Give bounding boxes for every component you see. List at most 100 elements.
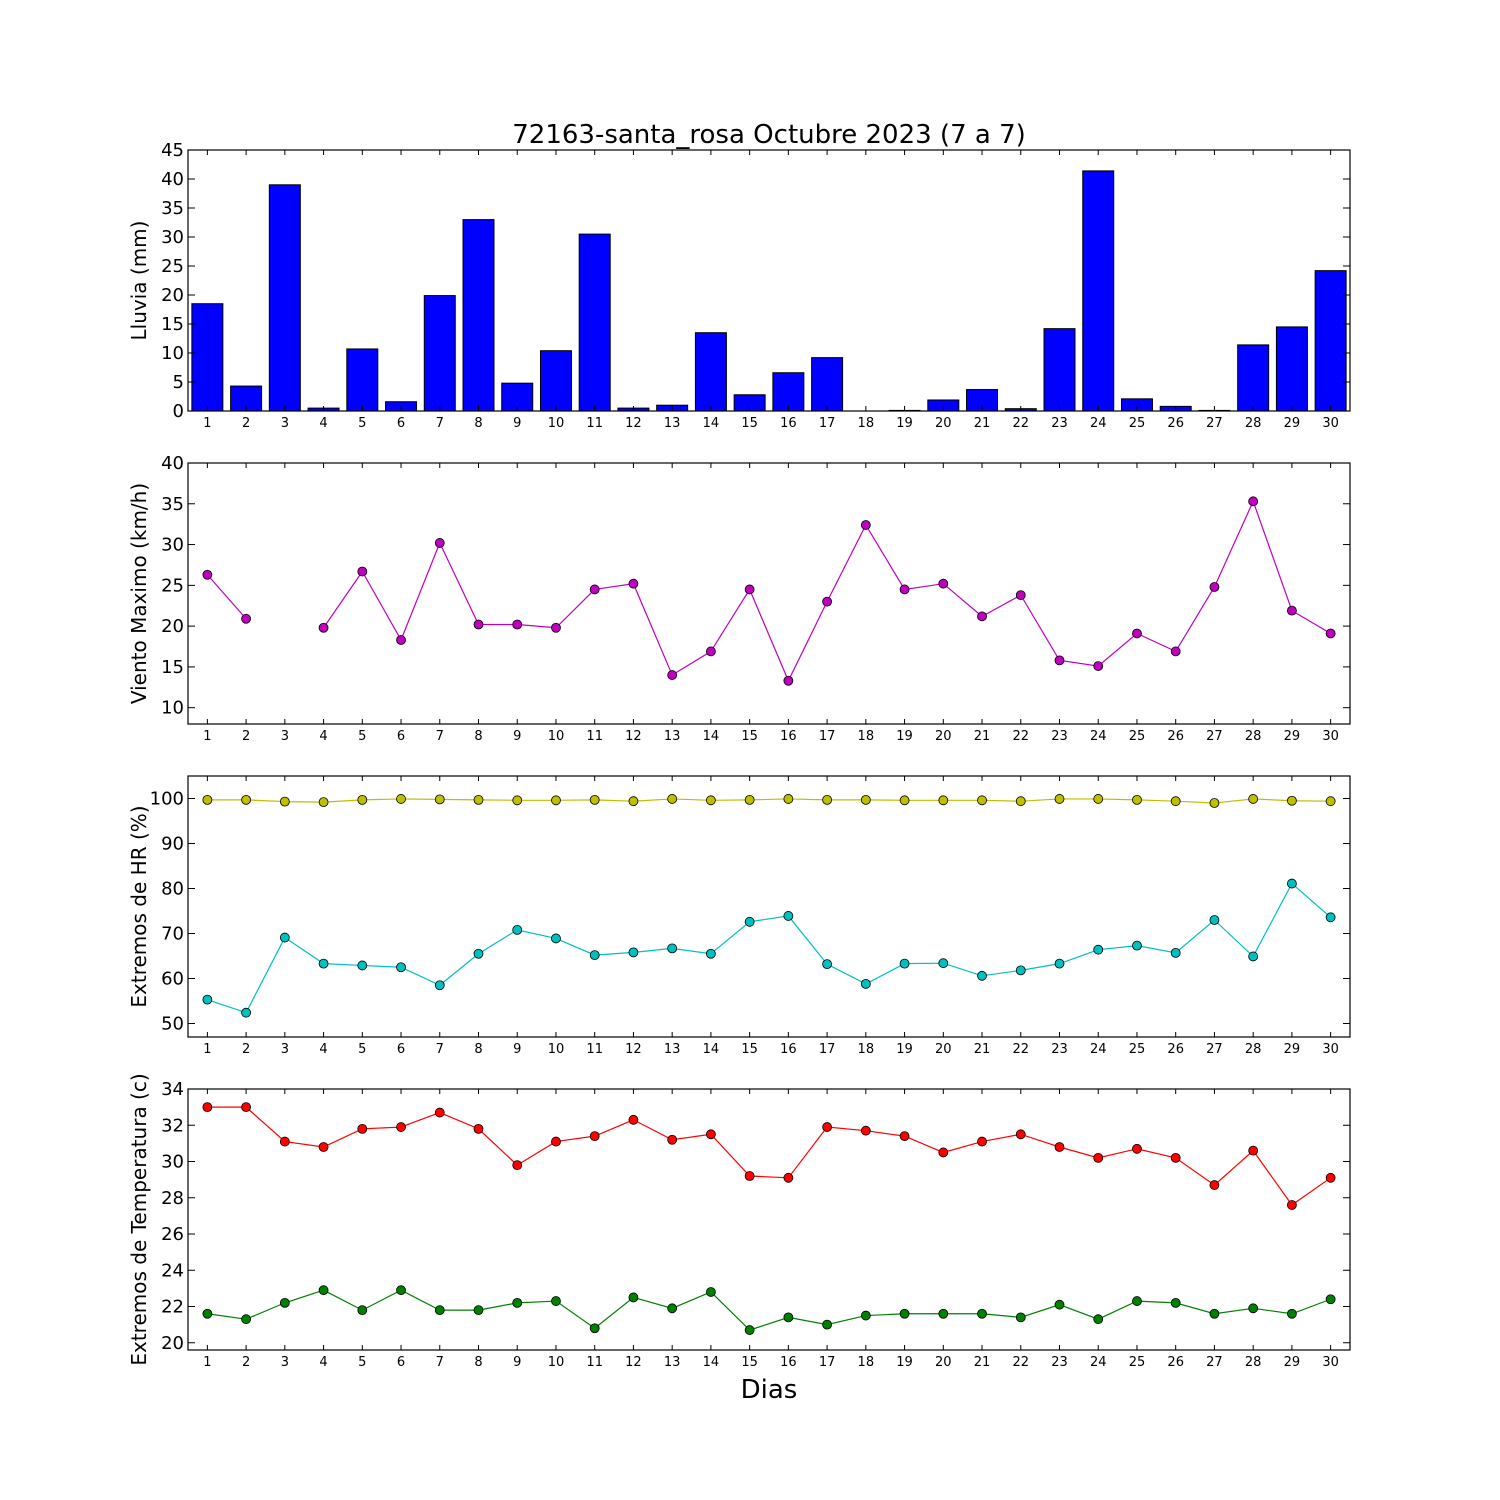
series-1-point-day-15 — [744, 1171, 755, 1181]
series-2-point-day-20 — [938, 958, 949, 969]
x-tick-label: 14 — [703, 729, 720, 744]
series-1-point-day-16 — [783, 1172, 794, 1183]
y-tick-label: 26 — [161, 1224, 184, 1245]
x-tick-label: 25 — [1129, 729, 1146, 744]
series-1-point-day-2 — [241, 1102, 252, 1113]
series-1-point-day-6 — [396, 635, 406, 645]
y-tick-label: 20 — [161, 1333, 184, 1354]
x-tick-label: 19 — [896, 416, 913, 431]
panel-1-y-axis-label: Lluvia (mm) — [127, 221, 151, 341]
series-1-point-day-29 — [1287, 605, 1297, 616]
x-tick-label: 3 — [281, 1042, 289, 1057]
series-1-point-day-13 — [667, 794, 678, 804]
series-1-point-day-24 — [1093, 794, 1104, 804]
x-tick-label: 29 — [1284, 416, 1301, 431]
series-1-point-day-1 — [202, 1102, 213, 1113]
series-2-point-day-24 — [1093, 1314, 1104, 1325]
y-tick-label: 40 — [161, 169, 184, 190]
series-2-point-day-27 — [1209, 1308, 1220, 1319]
series-2-point-day-13 — [667, 1303, 678, 1314]
series-1-point-day-4 — [318, 797, 329, 807]
x-tick-label: 9 — [513, 416, 521, 431]
series-1-point-day-7 — [434, 794, 445, 805]
x-tick-label: 10 — [548, 1355, 565, 1370]
x-tick-label: 22 — [1012, 1355, 1029, 1370]
series-1-point-day-23 — [1054, 1142, 1065, 1152]
series-2-point-day-4 — [318, 1285, 329, 1296]
series-1-point-day-12 — [628, 1114, 639, 1125]
series-2-point-day-25 — [1132, 940, 1142, 951]
x-tick-label: 12 — [625, 416, 642, 431]
x-tick-label: 21 — [974, 416, 991, 431]
series-2-point-day-1 — [202, 994, 213, 1005]
series-1-point-day-1 — [202, 569, 213, 580]
series-1-point-day-14 — [706, 1129, 716, 1140]
series-1-point-day-27 — [1209, 798, 1220, 808]
series-2-point-day-30 — [1325, 912, 1336, 923]
bar-day-14 — [694, 332, 727, 412]
x-tick-label: 8 — [474, 1042, 482, 1057]
x-tick-label: 27 — [1206, 1042, 1223, 1057]
x-tick-label: 4 — [319, 729, 327, 744]
y-tick-label: 25 — [161, 256, 184, 277]
series-1-point-day-4 — [318, 622, 329, 633]
series-2-point-day-25 — [1132, 1296, 1142, 1306]
x-tick-label: 18 — [858, 1042, 875, 1057]
x-tick-label: 12 — [625, 1042, 642, 1057]
x-tick-label: 4 — [319, 416, 327, 431]
panel-3-frame — [187, 775, 1351, 1038]
series-1-point-day-22 — [1015, 1129, 1026, 1140]
x-tick-label: 25 — [1129, 416, 1146, 431]
bar-day-30 — [1314, 270, 1347, 412]
bar-day-16 — [772, 372, 805, 412]
series-2-point-day-18 — [860, 1310, 871, 1321]
x-tick-label: 22 — [1012, 1042, 1029, 1057]
x-tick-label: 16 — [780, 416, 797, 431]
series-1-point-day-5 — [357, 1123, 368, 1134]
x-tick-label: 28 — [1245, 729, 1262, 744]
series-1-point-day-28 — [1248, 1145, 1259, 1156]
series-1-point-day-8 — [473, 619, 484, 630]
series-2-point-day-16 — [783, 1312, 794, 1323]
series-2-point-day-5 — [357, 1305, 368, 1316]
series-1-point-day-21 — [977, 611, 987, 622]
series-2-point-day-27 — [1209, 915, 1220, 925]
y-tick-label: 15 — [161, 314, 184, 335]
x-tick-label: 19 — [896, 1355, 913, 1370]
series-1-point-day-4 — [318, 1142, 329, 1152]
series-1-point-day-15 — [744, 794, 755, 805]
x-tick-label: 30 — [1322, 729, 1339, 744]
series-2-point-day-7 — [434, 980, 445, 991]
series-2-point-day-28 — [1248, 951, 1259, 962]
panel-2-frame — [187, 462, 1351, 725]
series-1-point-day-9 — [512, 619, 523, 630]
y-tick-label: 60 — [161, 969, 184, 990]
y-tick-label: 35 — [161, 494, 184, 515]
x-tick-label: 6 — [397, 416, 405, 431]
series-1-point-day-16 — [783, 794, 794, 804]
series-1-point-day-10 — [551, 795, 561, 806]
x-tick-label: 29 — [1284, 1042, 1301, 1057]
x-tick-label: 3 — [281, 416, 289, 431]
x-tick-label: 13 — [664, 729, 681, 744]
series-1-point-day-29 — [1287, 795, 1297, 806]
series-1-point-day-14 — [706, 646, 716, 657]
series-2-point-day-18 — [860, 979, 871, 989]
series-1-point-day-8 — [473, 1123, 484, 1134]
series-1-point-day-10 — [551, 1136, 561, 1147]
y-tick-label: 10 — [161, 343, 184, 364]
series-1-point-day-17 — [822, 794, 832, 805]
series-2-point-day-8 — [473, 1305, 484, 1316]
bar-day-11 — [578, 233, 611, 412]
x-tick-label: 23 — [1051, 1355, 1068, 1370]
bar-day-5 — [346, 348, 379, 412]
series-2-point-day-26 — [1170, 1297, 1181, 1308]
y-tick-label: 24 — [161, 1260, 184, 1281]
series-1-point-day-26 — [1170, 1152, 1181, 1163]
x-tick-label: 10 — [548, 1042, 565, 1057]
series-2-point-day-6 — [396, 1285, 406, 1296]
series-1-point-day-25 — [1132, 794, 1142, 805]
series-2-point-day-24 — [1093, 944, 1104, 955]
x-tick-label: 14 — [703, 1042, 720, 1057]
